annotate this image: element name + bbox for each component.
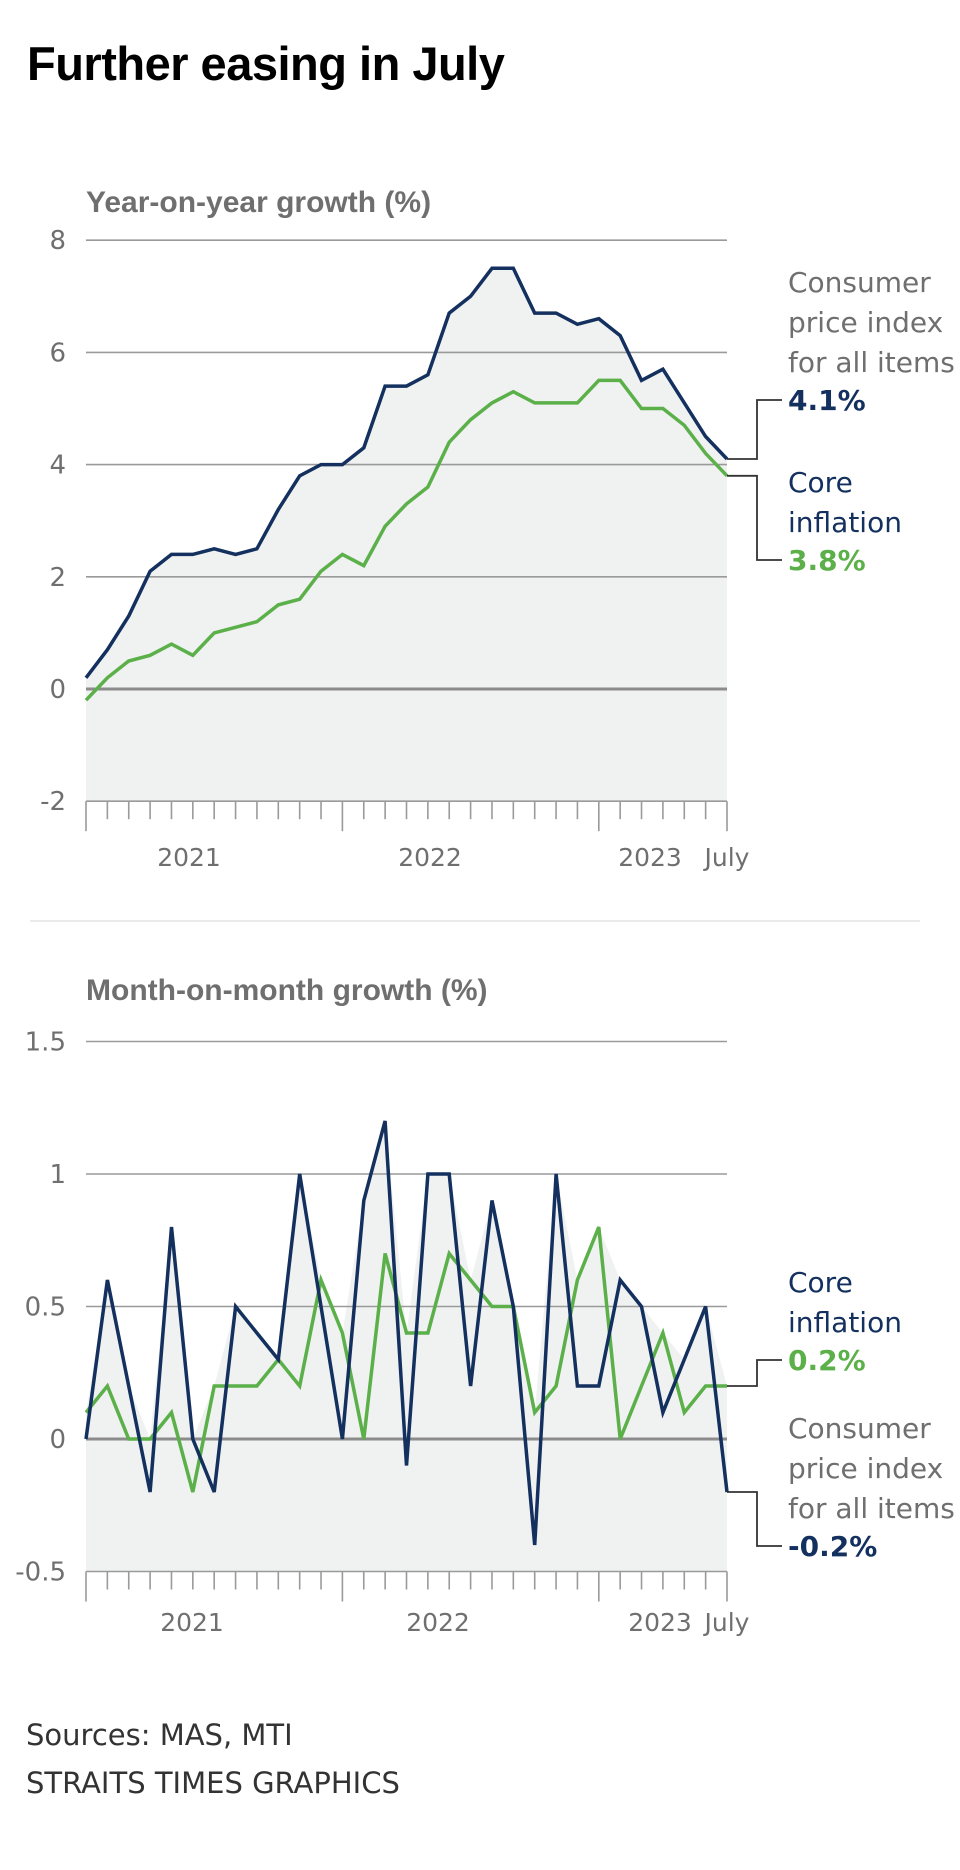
chart-title: Year-on-year growth (%) xyxy=(86,186,431,219)
y-tick-label: 0 xyxy=(49,1425,66,1455)
y-tick-label: 2 xyxy=(49,563,66,593)
x-tick-label: 2023 xyxy=(628,1608,692,1637)
x-tick-label: July xyxy=(703,843,750,872)
series-label-core: inflation xyxy=(788,506,902,539)
page-title: Further easing in July xyxy=(27,37,505,90)
x-tick-label: 2023 xyxy=(618,843,682,872)
x-tick-label: 2022 xyxy=(406,1608,470,1637)
y-tick-label: -2 xyxy=(40,787,66,817)
series-label-cpi: price index xyxy=(788,1452,943,1485)
series-line-core xyxy=(84,378,729,702)
yoy-chart: Year-on-year growth (%) 8 6 4 2 0 -2 2021 2022 20… xyxy=(40,186,955,872)
series-label-cpi: for all items xyxy=(788,1492,955,1525)
y-tick-label: 1 xyxy=(49,1160,66,1190)
x-tick-label: July xyxy=(703,1608,750,1637)
y-tick-label: 4 xyxy=(49,451,66,481)
x-tick-label: 2021 xyxy=(157,843,221,872)
series-line-cpi xyxy=(84,266,729,679)
y-tick-label: 8 xyxy=(49,226,66,256)
series-label-core: Core xyxy=(788,1266,853,1299)
graphics-credit: STRAITS TIMES GRAPHICS xyxy=(26,1766,400,1800)
x-tick-label: 2021 xyxy=(160,1608,224,1637)
chart-title: Month-on-month growth (%) xyxy=(86,974,488,1007)
sources-note: Sources: MAS, MTI xyxy=(26,1718,293,1752)
label-connector-cpi xyxy=(727,1491,782,1547)
series-end-value-core: 0.2% xyxy=(788,1344,866,1377)
area-fill xyxy=(86,1121,727,1572)
mom-chart: Month-on-month growth (%) 1.5 1 0.5 0 -0.5 202… xyxy=(15,974,955,1637)
series-end-value-core: 3.8% xyxy=(788,544,866,577)
series-end-value-cpi: 4.1% xyxy=(788,384,866,417)
y-tick-label: 1.5 xyxy=(25,1028,66,1058)
series-label-cpi: price index xyxy=(788,306,943,339)
series-label-core: inflation xyxy=(788,1306,902,1339)
y-tick-label: 6 xyxy=(49,338,66,368)
x-tick-label: 2022 xyxy=(398,843,462,872)
area-fill xyxy=(86,268,727,802)
label-connector-core xyxy=(727,1359,782,1387)
series-label-cpi: for all items xyxy=(788,346,955,379)
series-label-core: Core xyxy=(788,466,853,499)
y-tick-label: -0.5 xyxy=(15,1558,66,1588)
series-end-value-cpi: -0.2% xyxy=(788,1530,877,1563)
label-connector-cpi xyxy=(727,399,782,460)
y-tick-label: 0 xyxy=(49,675,66,705)
series-label-cpi: Consumer xyxy=(788,1412,931,1445)
y-tick-label: 0.5 xyxy=(25,1293,66,1323)
label-connector-core xyxy=(727,474,782,561)
series-label-cpi: Consumer xyxy=(788,266,931,299)
